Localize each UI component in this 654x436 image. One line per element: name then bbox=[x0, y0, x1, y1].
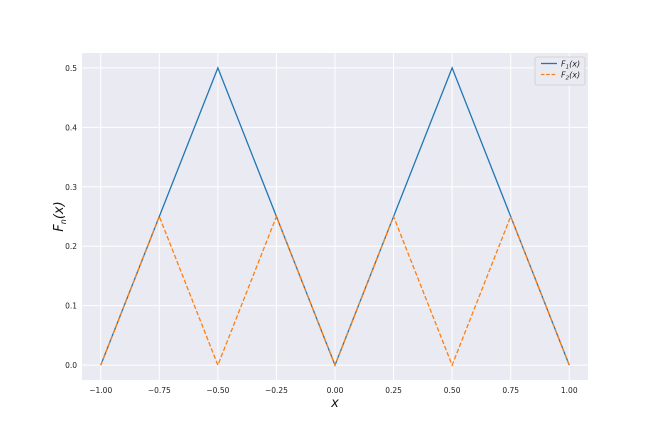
x-axis-ticks: −1.00 −0.75 −0.50 −0.25 0.00 0.25 0.50 0.75 1.00 bbox=[89, 386, 578, 395]
x-tick-label: −0.25 bbox=[265, 386, 288, 395]
y-axis-label: Fn(x) bbox=[52, 201, 68, 231]
y-tick-label: 0.4 bbox=[65, 123, 77, 132]
y-tick-label: 0.0 bbox=[65, 361, 77, 370]
legend: F1(x)F2(x) bbox=[534, 56, 586, 86]
y-tick-label: 0.5 bbox=[65, 64, 77, 73]
x-tick-label: 0.75 bbox=[502, 386, 519, 395]
x-tick-label: −0.50 bbox=[206, 386, 229, 395]
y-tick-label: 0.3 bbox=[65, 183, 77, 192]
x-tick-label: 1.00 bbox=[561, 386, 578, 395]
series-line-2 bbox=[100, 214, 570, 367]
y-axis-ticks: 0.0 0.1 0.2 0.3 0.4 0.5 bbox=[65, 64, 77, 370]
x-tick-label: 0.50 bbox=[444, 386, 461, 395]
series-group bbox=[100, 66, 570, 367]
x-tick-label: −1.00 bbox=[89, 386, 112, 395]
y-tick-label: 0.2 bbox=[65, 242, 77, 251]
legend-label-1: F1(x) bbox=[561, 60, 580, 71]
y-tick-label: 0.1 bbox=[65, 302, 77, 311]
x-tick-label: 0.00 bbox=[327, 386, 344, 395]
x-tick-label: −0.75 bbox=[148, 386, 171, 395]
x-tick-label: 0.25 bbox=[385, 386, 402, 395]
legend-label-2: F2(x) bbox=[561, 71, 580, 82]
x-axis-label: x bbox=[330, 396, 339, 411]
